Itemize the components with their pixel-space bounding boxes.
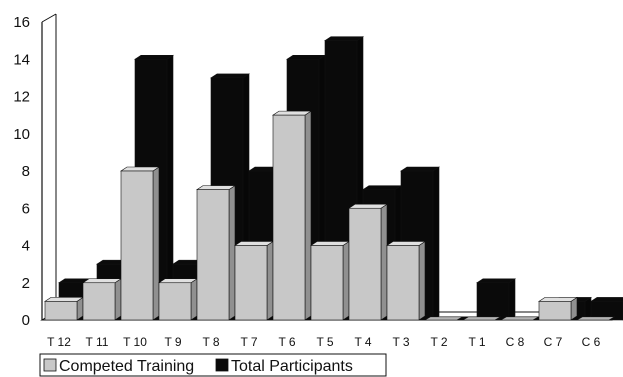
bar-competed-training-14 bbox=[575, 316, 616, 321]
bar-competed-training-11 bbox=[461, 316, 502, 321]
bar-competed-training-0 bbox=[44, 296, 84, 321]
chart-bars bbox=[44, 36, 623, 321]
legend-box bbox=[39, 353, 387, 377]
legend-swatch-total-participants bbox=[215, 358, 229, 372]
x-tick-label-6: T 6 bbox=[278, 335, 295, 349]
legend-swatch-competed-training bbox=[43, 358, 57, 372]
y-tick-label-0: 0 bbox=[22, 312, 30, 329]
legend: Competed Training Total Participants bbox=[39, 353, 387, 377]
x-tick-label-0: T 12 bbox=[47, 335, 71, 349]
y-tick-label-5: 10 bbox=[13, 126, 30, 143]
bar-competed-training-13 bbox=[538, 296, 578, 321]
x-tick-label-7: T 5 bbox=[316, 335, 333, 349]
y-tick-label-2: 4 bbox=[22, 238, 30, 255]
bar-total-participants-14 bbox=[590, 297, 623, 321]
y-tick-label-4: 8 bbox=[22, 163, 30, 180]
x-tick-label-3: T 9 bbox=[164, 335, 181, 349]
bar-competed-training-1 bbox=[82, 278, 122, 321]
bar-competed-training-7 bbox=[310, 240, 350, 321]
y-tick-label-6: 12 bbox=[13, 89, 30, 106]
x-tick-label-2: T 10 bbox=[123, 335, 147, 349]
bar-competed-training-2 bbox=[120, 166, 160, 321]
y-tick-label-7: 14 bbox=[13, 51, 30, 68]
y-tick-label-1: 2 bbox=[22, 275, 30, 292]
x-tick-label-4: T 8 bbox=[202, 335, 219, 349]
wall-top-edge bbox=[41, 13, 57, 23]
x-tick-label-10: T 2 bbox=[430, 335, 447, 349]
y-tick-label-3: 6 bbox=[22, 200, 30, 217]
x-tick-label-14: C 6 bbox=[582, 335, 601, 349]
bar-competed-training-3 bbox=[158, 278, 198, 321]
x-axis-tick-labels: T 12 T 11 T 10 T 9 T 8 T 7 T 6 T 5 T 4 T 3 T 2 T 1 C… bbox=[47, 335, 601, 349]
bar-competed-training-10 bbox=[423, 316, 464, 321]
x-tick-label-1: T 11 bbox=[86, 335, 109, 349]
bar-competed-training-4 bbox=[196, 185, 236, 321]
x-tick-label-9: T 3 bbox=[392, 335, 409, 349]
x-tick-label-11: T 1 bbox=[468, 335, 485, 349]
y-axis-tick-labels: 0 2 4 6 8 10 12 14 16 bbox=[13, 14, 30, 329]
bar-total-participants-11 bbox=[476, 278, 516, 321]
bar-competed-training-5 bbox=[234, 240, 274, 321]
y-tick-label-8: 16 bbox=[13, 14, 30, 31]
x-tick-label-5: T 7 bbox=[240, 335, 257, 349]
x-tick-label-8: T 4 bbox=[354, 335, 371, 349]
legend-label-total-participants: Total Participants bbox=[231, 358, 353, 375]
bar-competed-training-9 bbox=[386, 240, 426, 321]
bar-competed-training-6 bbox=[272, 110, 312, 321]
bar-competed-training-8 bbox=[348, 203, 388, 321]
x-tick-label-12: C 8 bbox=[506, 335, 525, 349]
legend-label-competed-training: Competed Training bbox=[59, 358, 194, 375]
x-tick-label-13: C 7 bbox=[544, 335, 563, 349]
bar-competed-training-12 bbox=[499, 316, 540, 321]
